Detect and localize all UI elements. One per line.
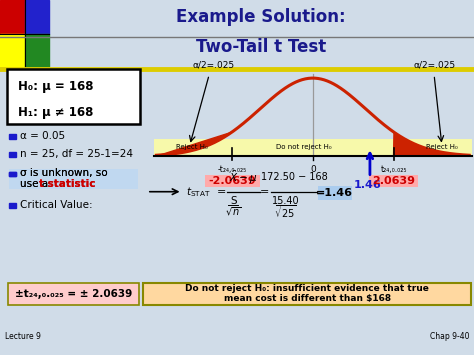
Text: H₁: μ ≠ 168: H₁: μ ≠ 168 — [18, 106, 93, 119]
Bar — [9, 203, 16, 208]
Bar — [9, 152, 16, 157]
Text: $t_{\rm STAT}$: $t_{\rm STAT}$ — [186, 185, 211, 198]
Bar — [9, 172, 16, 176]
Text: Lecture 9: Lecture 9 — [5, 332, 41, 341]
Text: $\bar{X} - \mu$: $\bar{X} - \mu$ — [229, 169, 257, 186]
Text: -t₂₄,₀.₀₂₅: -t₂₄,₀.₀₂₅ — [218, 165, 247, 174]
Text: α/2=.025: α/2=.025 — [413, 60, 455, 69]
Text: 0: 0 — [310, 165, 316, 174]
Text: 172.50 − 168: 172.50 − 168 — [261, 173, 327, 182]
Text: Do not reject H₀: insufficient evidence that true
mean cost is different than $1: Do not reject H₀: insufficient evidence … — [185, 284, 429, 303]
Text: =: = — [217, 187, 226, 197]
Bar — [9, 172, 16, 176]
FancyBboxPatch shape — [8, 283, 139, 305]
FancyBboxPatch shape — [143, 283, 471, 305]
Text: 15.40: 15.40 — [272, 196, 300, 206]
FancyBboxPatch shape — [9, 169, 138, 189]
Bar — [9, 134, 16, 139]
Text: ±t₂₄,₀.₀₂₅ = ± 2.0639: ±t₂₄,₀.₀₂₅ = ± 2.0639 — [15, 289, 132, 299]
Text: Chap 9-40: Chap 9-40 — [430, 332, 469, 341]
Text: Reject H₀: Reject H₀ — [426, 144, 458, 150]
Text: t₂₄,₀.₀₂₅: t₂₄,₀.₀₂₅ — [380, 165, 407, 174]
Text: σ is unknown, so: σ is unknown, so — [20, 168, 108, 178]
Text: α/2=.025: α/2=.025 — [192, 60, 234, 69]
FancyBboxPatch shape — [154, 139, 472, 156]
Text: 2.0639: 2.0639 — [372, 176, 415, 186]
Text: 1.46: 1.46 — [354, 180, 382, 190]
Text: σ is unknown, so: σ is unknown, so — [20, 168, 108, 178]
Text: =: = — [260, 187, 269, 197]
Polygon shape — [393, 132, 469, 156]
Text: Reject H₀: Reject H₀ — [176, 144, 208, 150]
Text: α = 0.05: α = 0.05 — [20, 131, 65, 141]
FancyBboxPatch shape — [369, 175, 418, 187]
Text: t statistic: t statistic — [39, 179, 96, 189]
Polygon shape — [156, 132, 232, 156]
Text: $\sqrt{25}$: $\sqrt{25}$ — [274, 204, 297, 220]
Bar — [25, 0, 49, 34]
Text: use a: use a — [20, 179, 51, 189]
FancyBboxPatch shape — [7, 69, 140, 124]
Text: =1.46: =1.46 — [316, 188, 353, 198]
Text: S: S — [230, 196, 237, 206]
Text: Two-Tail t Test: Two-Tail t Test — [196, 38, 326, 56]
Text: -2.0639: -2.0639 — [208, 176, 256, 186]
Text: n = 25, df = 25-1=24: n = 25, df = 25-1=24 — [20, 149, 133, 159]
Text: Do not reject H₀: Do not reject H₀ — [275, 144, 331, 150]
Text: t statistic: t statistic — [39, 179, 96, 189]
Text: Critical Value:: Critical Value: — [20, 200, 92, 210]
Text: H₀: μ = 168: H₀: μ = 168 — [18, 81, 93, 93]
Bar — [25, 34, 49, 67]
Text: $\sqrt{n}$: $\sqrt{n}$ — [225, 206, 242, 218]
Text: Example Solution:: Example Solution: — [176, 8, 346, 26]
Bar — [0, 0, 25, 34]
Text: use a: use a — [20, 179, 51, 189]
FancyBboxPatch shape — [318, 186, 352, 200]
FancyBboxPatch shape — [205, 175, 260, 187]
Bar — [0, 34, 25, 67]
